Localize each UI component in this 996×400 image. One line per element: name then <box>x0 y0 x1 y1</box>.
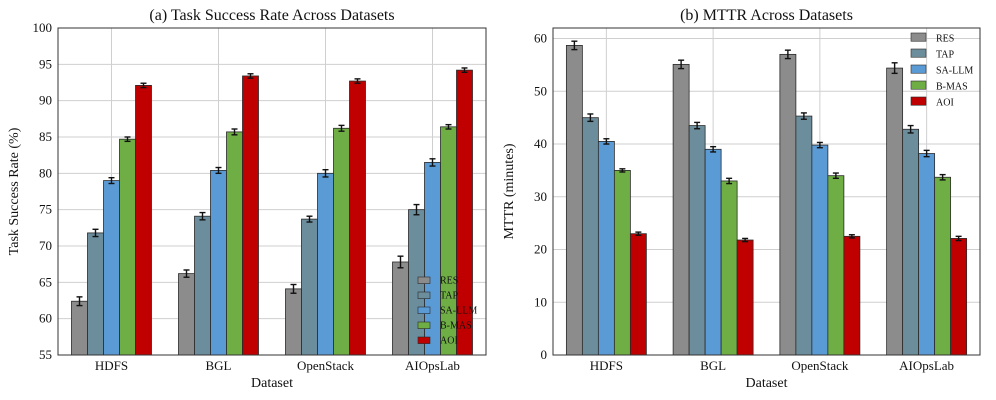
bar-tap-hdfs <box>87 232 104 356</box>
bar-b-mas-hdfs <box>119 138 136 356</box>
legend-label-res: RES <box>936 33 954 44</box>
y-tick-label: 0 <box>541 347 548 362</box>
x-tick-label-aiopslab: AIOpsLab <box>405 358 460 373</box>
bar-b-mas-aiopslab <box>934 176 952 356</box>
bar-tap-openstack <box>795 115 813 356</box>
bar-res-aiopslab <box>392 261 409 356</box>
legend-swatch-aoi <box>910 96 927 106</box>
legend-swatch-res <box>910 32 927 42</box>
y-axis-label: MTTR (minutes) <box>502 143 517 239</box>
y-tick-label: 40 <box>534 136 547 151</box>
bar-res-hdfs <box>71 300 88 356</box>
legend-swatch-tap <box>910 48 927 58</box>
x-tick-label-hdfs: HDFS <box>590 358 623 373</box>
bar-tap-openstack <box>301 218 318 356</box>
x-tick-label-openstack: OpenStack <box>791 358 849 373</box>
legend: RES TAP SA-LLM B-MAS AOI <box>910 32 973 108</box>
chart-panel-mttr: 0 10 20 30 40 50 60 HDFS BGL OpenStack AIOpsLab (b)… <box>502 7 981 391</box>
x-tick-label-hdfs: HDFS <box>95 358 128 373</box>
bar-aoi-hdfs <box>135 85 152 356</box>
y-tick-label: 10 <box>534 294 547 309</box>
legend-swatch-sa-llm <box>417 306 431 314</box>
y-tick-label: 50 <box>534 83 547 98</box>
bar-sa-llm-hdfs <box>597 140 615 356</box>
y-tick-label: 20 <box>534 242 547 257</box>
plot-frame <box>57 27 487 356</box>
bar-sa-llm-openstack <box>811 144 829 356</box>
y-tick-label: 80 <box>39 165 52 180</box>
bar-res-bgl <box>178 273 195 356</box>
bar-aoi-bgl <box>736 239 754 356</box>
x-axis-label: Dataset <box>251 376 293 391</box>
x-axis-label: Dataset <box>746 376 788 391</box>
y-tick-label: 75 <box>39 202 52 217</box>
bar-sa-llm-aiopslab <box>918 153 936 356</box>
x-tick-label-aiopslab: AIOpsLab <box>899 358 954 373</box>
legend-label-tap: TAP <box>440 291 459 302</box>
x-tick-label-bgl: BGL <box>206 358 232 373</box>
bar-res-bgl <box>672 63 690 356</box>
x-tick-label-bgl: BGL <box>700 358 726 373</box>
y-tick-label: 55 <box>39 347 52 362</box>
bar-tap-bgl <box>688 125 706 356</box>
y-tick-label: 60 <box>534 31 547 46</box>
bar-aoi-openstack <box>843 235 861 356</box>
legend-label-b-mas: B-MAS <box>440 321 472 332</box>
legend: RES TAP SA-LLM B-MAS AOI <box>417 276 477 347</box>
legend-swatch-sa-llm <box>910 64 927 74</box>
chart-title: (b) MTTR Across Datasets <box>680 7 853 24</box>
y-tick-label: 70 <box>39 238 52 253</box>
bar-b-mas-hdfs <box>613 170 631 356</box>
chart-panel-task-success: 55 60 65 70 75 80 85 90 95 100 HDFS BGL OpenStack AIO… <box>7 7 487 391</box>
y-tick-label: 60 <box>39 311 52 326</box>
legend-swatch-res <box>417 276 431 284</box>
legend-label-sa-llm: SA-LLM <box>936 65 973 76</box>
y-tick-label: 30 <box>534 189 547 204</box>
bar-tap-hdfs <box>581 117 599 356</box>
legend-label-sa-llm: SA-LLM <box>440 306 477 317</box>
y-tick-label: 65 <box>39 274 52 289</box>
bar-res-openstack <box>779 53 797 356</box>
legend-swatch-b-mas <box>910 80 927 90</box>
y-tick-label: 95 <box>39 56 52 71</box>
bar-b-mas-bgl <box>720 180 738 356</box>
y-axis-label: Task Success Rate (%) <box>7 127 22 255</box>
bar-b-mas-openstack <box>333 127 350 356</box>
bar-res-aiopslab <box>886 67 904 356</box>
bar-tap-aiopslab <box>902 128 920 356</box>
bar-res-hdfs <box>565 45 583 356</box>
bar-tap-bgl <box>194 215 211 356</box>
bar-sa-llm-bgl <box>704 148 722 356</box>
legend-label-res: RES <box>440 276 458 287</box>
x-tick-label-openstack: OpenStack <box>297 358 355 373</box>
legend-swatch-aoi <box>417 336 431 344</box>
bar-aoi-hdfs <box>629 233 647 356</box>
bar-res-openstack <box>285 288 302 356</box>
legend-swatch-tap <box>417 291 431 299</box>
bar-b-mas-bgl <box>226 131 243 356</box>
y-tick-label: 85 <box>39 129 52 144</box>
legend-label-b-mas: B-MAS <box>936 81 968 92</box>
bar-sa-llm-hdfs <box>103 180 120 356</box>
legend-label-aoi: AOI <box>440 336 458 347</box>
legend-label-aoi: AOI <box>936 97 954 108</box>
bar-sa-llm-bgl <box>210 170 227 356</box>
bar-aoi-aiopslab <box>950 238 968 356</box>
y-tick-label: 100 <box>33 20 53 35</box>
chart-title: (a) Task Success Rate Across Datasets <box>149 7 394 24</box>
legend-label-tap: TAP <box>936 49 955 60</box>
plot-frame <box>552 27 981 356</box>
bar-aoi-bgl <box>242 75 259 356</box>
bar-aoi-openstack <box>349 80 366 356</box>
legend-swatch-b-mas <box>417 321 431 329</box>
y-tick-label: 90 <box>39 93 52 108</box>
bar-b-mas-openstack <box>827 175 845 356</box>
bar-sa-llm-openstack <box>317 172 334 356</box>
